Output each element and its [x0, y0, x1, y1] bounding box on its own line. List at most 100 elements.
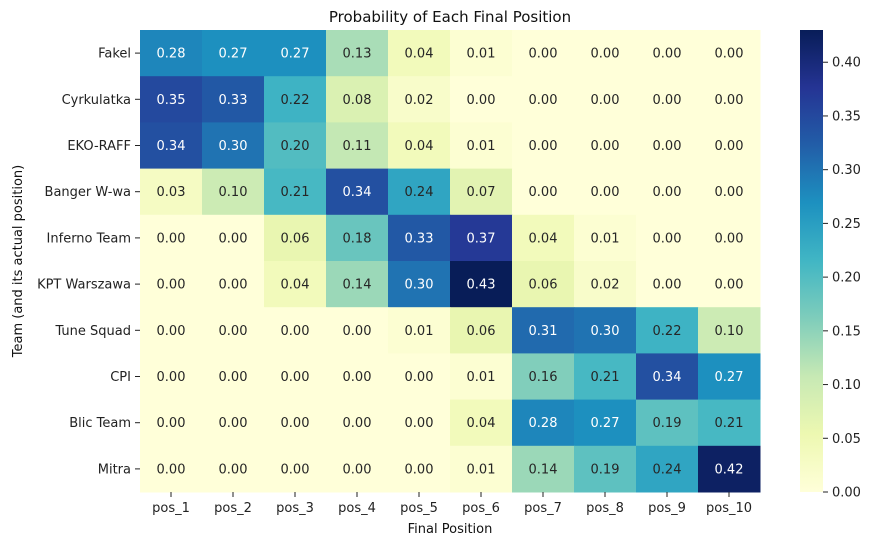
heatmap-cell: [140, 168, 203, 216]
cell-value-label: 0.00: [653, 93, 682, 108]
x-tick-label: pos_2: [214, 501, 252, 516]
cell-value-label: 0.04: [405, 139, 434, 154]
heatmap-cell: [574, 30, 637, 77]
cell-value-label: 0.21: [281, 185, 310, 200]
heatmap-cell: [698, 30, 761, 77]
y-tick-label: Banger W-wa: [45, 185, 131, 200]
cell-value-label: 0.00: [281, 324, 310, 339]
cell-value-label: 0.00: [591, 139, 620, 154]
heatmap-cell: [264, 122, 327, 170]
heatmap-cell: [574, 76, 637, 123]
cell-value-label: 0.00: [157, 462, 186, 477]
cell-value-label: 0.00: [405, 462, 434, 477]
x-tick-label: pos_8: [586, 501, 624, 516]
cell-value-label: 0.28: [529, 416, 558, 431]
cell-value-label: 0.04: [281, 278, 310, 293]
cell-value-label: 0.01: [467, 47, 496, 62]
cell-value-label: 0.33: [405, 231, 434, 246]
heatmap-cell: [202, 445, 265, 493]
x-axis-ticks: pos_1 pos_2 pos_3 pos_4 pos_5 pos_6 pos_7 pos_8…: [152, 492, 752, 516]
heatmap-cell: [388, 168, 451, 216]
heatmap-cell: [264, 214, 327, 262]
cell-value-label: 0.27: [219, 47, 248, 62]
x-tick-label: pos_10: [706, 501, 752, 516]
heatmap-cell: [140, 445, 203, 493]
cell-value-label: 0.00: [343, 370, 372, 385]
cell-value-label: 0.00: [653, 231, 682, 246]
cell-value-label: 0.00: [219, 278, 248, 293]
cell-value-label: 0.07: [467, 185, 496, 200]
cell-value-label: 0.18: [343, 231, 372, 246]
cell-value-label: 0.27: [591, 416, 620, 431]
heatmap-cell: [326, 353, 389, 401]
heatmap-cell: [450, 307, 513, 354]
cell-value-label: 0.00: [281, 416, 310, 431]
cell-value-label: 0.21: [591, 370, 620, 385]
y-tick-label: Cyrkulatka: [62, 93, 131, 108]
heatmap-cell-labels: 0.28 0.27 0.27 0.13 0.04 0.01 0.00 0.00 0.00 0.00…: [157, 47, 744, 478]
cell-value-label: 0.00: [405, 416, 434, 431]
y-axis-title: Team (and its actual position): [11, 165, 26, 359]
cell-value-label: 0.37: [467, 231, 496, 246]
heatmap-cell: [636, 399, 699, 447]
heatmap-cell: [264, 307, 327, 354]
heatmap-cell: [326, 30, 389, 77]
cell-value-label: 0.04: [529, 231, 558, 246]
cell-value-label: 0.00: [157, 416, 186, 431]
cell-value-label: 0.03: [157, 185, 186, 200]
cell-value-label: 0.00: [529, 47, 558, 62]
cell-value-label: 0.13: [343, 47, 372, 62]
heatmap-cell: [326, 399, 389, 447]
heatmap-cell: [636, 214, 699, 262]
x-tick-label: pos_5: [400, 501, 438, 516]
heatmap-cell: [388, 353, 451, 401]
colorbar: [800, 30, 823, 492]
cell-value-label: 0.14: [529, 462, 558, 477]
x-axis-title: Final Position: [408, 522, 493, 537]
cell-value-label: 0.19: [653, 416, 682, 431]
heatmap-cell: [388, 122, 451, 170]
cell-value-label: 0.00: [219, 324, 248, 339]
heatmap-cell: [512, 214, 575, 262]
heatmap-cell: [636, 261, 699, 308]
cell-value-label: 0.34: [653, 370, 682, 385]
heatmap-cell: [326, 445, 389, 493]
cell-value-label: 0.00: [653, 47, 682, 62]
cell-value-label: 0.00: [219, 462, 248, 477]
cell-value-label: 0.22: [281, 93, 310, 108]
y-tick-label: Mitra: [98, 462, 131, 477]
heatmap-cell: [326, 261, 389, 308]
cell-value-label: 0.00: [529, 185, 558, 200]
cell-value-label: 0.30: [219, 139, 248, 154]
cell-value-label: 0.30: [405, 278, 434, 293]
heatmap-cell: [636, 122, 699, 170]
heatmap-cell: [574, 307, 637, 354]
heatmap-cell: [698, 122, 761, 170]
cell-value-label: 0.00: [653, 139, 682, 154]
heatmap-cell: [636, 445, 699, 493]
cell-value-label: 0.00: [405, 370, 434, 385]
heatmap-cell: [636, 307, 699, 354]
heatmap-cell: [202, 168, 265, 216]
cell-value-label: 0.00: [157, 370, 186, 385]
colorbar-ticks: 0.00 0.05 0.10 0.15 0.20 0.25 0.30 0.35 0.40: [823, 56, 861, 501]
y-tick-label: CPI: [110, 370, 131, 385]
cell-value-label: 0.19: [591, 462, 620, 477]
heatmap-cell: [512, 307, 575, 354]
heatmap-cell: [140, 122, 203, 170]
heatmap-cell: [202, 261, 265, 308]
heatmap-cell: [698, 214, 761, 262]
cell-value-label: 0.00: [157, 324, 186, 339]
cell-value-label: 0.30: [591, 324, 620, 339]
heatmap-cell: [450, 399, 513, 447]
cell-value-label: 0.00: [653, 185, 682, 200]
heatmap-cell: [326, 214, 389, 262]
heatmap-cell: [574, 214, 637, 262]
heatmap-cell: [202, 76, 265, 123]
cell-value-label: 0.06: [467, 324, 496, 339]
cell-value-label: 0.00: [343, 324, 372, 339]
cell-value-label: 0.42: [715, 462, 744, 477]
colorbar-tick-label: 0.15: [832, 324, 861, 339]
cell-value-label: 0.01: [405, 324, 434, 339]
cell-value-label: 0.35: [157, 93, 186, 108]
